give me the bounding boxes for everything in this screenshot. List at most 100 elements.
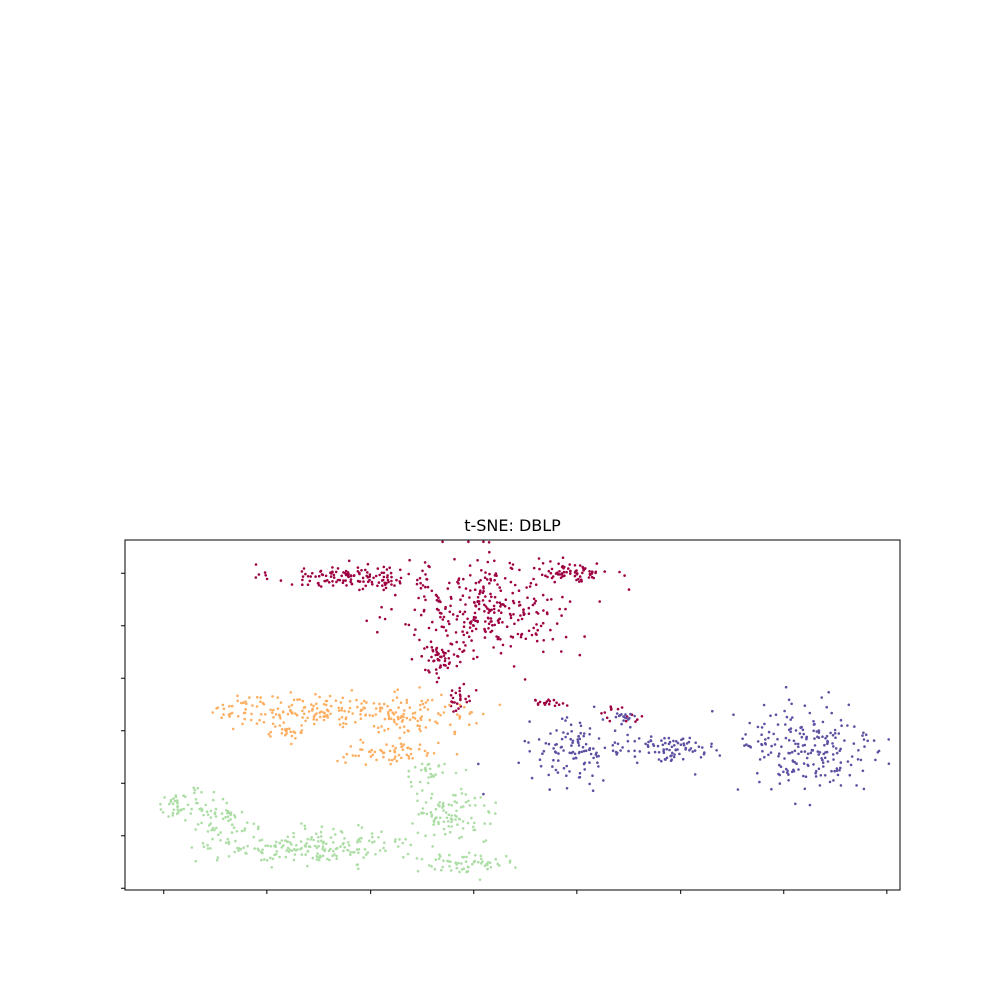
point-series-0-cluster-0 xyxy=(342,579,345,582)
point-series-2-cluster-0 xyxy=(214,807,218,811)
point-series-0-cluster-2 xyxy=(588,570,591,573)
point-series-0-cluster-1 xyxy=(378,616,382,619)
point-series-0-cluster-0 xyxy=(331,570,334,573)
point-series-2-cluster-4 xyxy=(466,865,470,869)
point-series-0-cluster-1 xyxy=(530,633,534,637)
point-series-0-cluster-1 xyxy=(489,617,493,620)
point-series-1-cluster-0 xyxy=(286,712,290,716)
point-series-2-cluster-2 xyxy=(194,859,198,863)
point-series-1-cluster-1 xyxy=(431,698,434,702)
point-series-0-cluster-1 xyxy=(564,635,568,639)
point-series-2-cluster-5 xyxy=(427,776,430,779)
point-series-2-cluster-2 xyxy=(343,837,346,840)
point-series-2-cluster-1 xyxy=(226,815,230,818)
point-series-0-cluster-1 xyxy=(519,635,523,639)
point-series-0-cluster-0 xyxy=(344,569,348,573)
point-series-2-cluster-2 xyxy=(227,840,231,844)
point-series-1-cluster-3 xyxy=(284,729,288,732)
point-series-0-cluster-4 xyxy=(468,699,472,703)
point-series-3-cluster-0 xyxy=(576,738,579,741)
point-series-1-cluster-1 xyxy=(418,703,422,707)
point-series-2-cluster-3 xyxy=(429,811,433,814)
point-series-0-cluster-3 xyxy=(435,680,439,684)
point-series-3-cluster-2 xyxy=(744,733,747,736)
point-series-2-cluster-3 xyxy=(455,801,459,804)
point-series-0-cluster-1 xyxy=(482,587,485,590)
point-series-1-cluster-2 xyxy=(405,753,409,757)
point-series-2-cluster-1 xyxy=(232,826,236,829)
point-series-0-cluster-2 xyxy=(549,571,553,575)
point-series-0-cluster-2 xyxy=(567,567,570,570)
point-series-3-cluster-0 xyxy=(566,732,569,735)
point-series-1-cluster-1 xyxy=(354,720,357,724)
point-series-0-cluster-1 xyxy=(555,622,559,625)
point-series-0-cluster-0 xyxy=(332,573,336,577)
point-series-2-cluster-3 xyxy=(452,793,455,797)
point-series-1-cluster-0 xyxy=(230,704,234,708)
point-series-2-cluster-2 xyxy=(320,825,324,828)
point-series-2-cluster-2 xyxy=(340,831,344,834)
point-series-3-cluster-0 xyxy=(584,749,588,752)
point-series-0-cluster-0 xyxy=(257,573,261,576)
point-series-3-cluster-1 xyxy=(685,742,689,745)
point-series-1-cluster-0 xyxy=(279,701,283,704)
point-series-0-cluster-0 xyxy=(327,581,331,584)
point-series-0-cluster-4 xyxy=(451,696,455,700)
point-series-3-cluster-0 xyxy=(547,773,550,777)
point-series-3-cluster-0 xyxy=(592,756,595,760)
point-series-0-cluster-4 xyxy=(450,700,453,703)
point-series-0-cluster-1 xyxy=(492,646,495,649)
point-series-0-cluster-1 xyxy=(456,580,459,584)
point-series-3-cluster-2 xyxy=(846,760,850,763)
point-series-0-cluster-1 xyxy=(489,630,492,634)
point-series-1-cluster-0 xyxy=(255,695,259,699)
point-series-0-cluster-3 xyxy=(423,647,426,650)
point-series-2-cluster-2 xyxy=(321,845,325,848)
point-series-0-cluster-1 xyxy=(476,596,480,599)
point-series-2-cluster-2 xyxy=(360,836,363,840)
point-series-0-cluster-1 xyxy=(467,635,471,638)
point-series-3-cluster-2 xyxy=(784,723,787,726)
point-series-3-cluster-3 xyxy=(622,715,625,718)
point-series-2-cluster-4 xyxy=(438,855,442,858)
point-series-1-cluster-2 xyxy=(382,751,386,754)
point-series-3-cluster-1 xyxy=(718,754,722,757)
point-series-2-cluster-2 xyxy=(299,840,303,843)
point-series-2-cluster-3 xyxy=(424,801,428,804)
point-series-2-cluster-2 xyxy=(332,849,335,853)
point-series-3-cluster-2 xyxy=(812,729,815,733)
point-series-2-cluster-5 xyxy=(443,762,446,766)
point-series-1-cluster-1 xyxy=(434,720,437,723)
point-series-3-cluster-2 xyxy=(787,698,791,702)
point-series-0-cluster-1 xyxy=(505,625,509,628)
point-series-1-cluster-1 xyxy=(337,709,341,712)
point-series-1-cluster-0 xyxy=(279,717,282,720)
point-series-0-cluster-1 xyxy=(568,600,572,603)
point-series-3-cluster-0 xyxy=(601,718,605,721)
point-series-3-cluster-0 xyxy=(569,737,572,741)
point-series-2-cluster-3 xyxy=(444,832,447,836)
point-series-2-cluster-2 xyxy=(286,835,290,839)
point-series-0-cluster-1 xyxy=(446,587,450,590)
point-series-0-cluster-1 xyxy=(627,588,631,591)
point-series-0-cluster-1 xyxy=(518,603,522,607)
point-series-3-cluster-0 xyxy=(589,752,593,756)
point-series-0-cluster-1 xyxy=(459,660,462,664)
point-series-0-cluster-1 xyxy=(482,540,485,544)
point-series-1-cluster-1 xyxy=(403,731,406,734)
point-series-3-cluster-2 xyxy=(887,762,891,765)
point-series-1-cluster-1 xyxy=(408,718,412,721)
point-series-0-cluster-1 xyxy=(512,665,516,668)
point-series-3-cluster-0 xyxy=(552,747,555,750)
point-series-2-cluster-4 xyxy=(449,860,452,863)
point-series-1-cluster-3 xyxy=(274,725,277,728)
point-series-2-cluster-2 xyxy=(287,850,291,853)
point-series-2-cluster-2 xyxy=(319,835,323,838)
point-series-0-cluster-2 xyxy=(569,572,572,575)
point-series-3-cluster-0 xyxy=(591,774,594,777)
point-series-0-cluster-1 xyxy=(462,625,466,628)
point-series-2-cluster-2 xyxy=(209,847,212,850)
point-series-0-cluster-1 xyxy=(546,612,549,616)
point-series-3-cluster-0 xyxy=(530,776,534,780)
point-series-3-cluster-2 xyxy=(770,787,773,791)
